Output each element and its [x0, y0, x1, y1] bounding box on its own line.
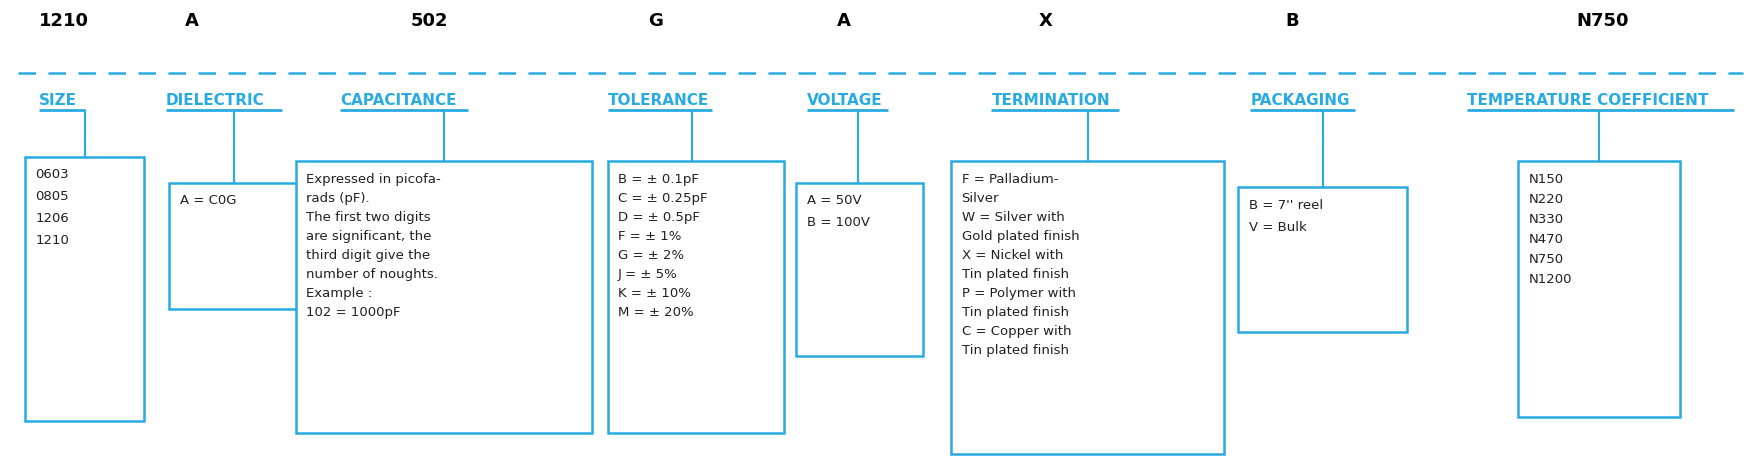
Text: G: G: [648, 12, 662, 30]
Text: Expressed in picofa-
rads (pF).
The first two digits
are significant, the
third : Expressed in picofa- rads (pF). The firs…: [306, 173, 442, 319]
FancyBboxPatch shape: [951, 161, 1224, 454]
Text: F = Palladium-
Silver
W = Silver with
Gold plated finish
X = Nickel with
Tin pla: F = Palladium- Silver W = Silver with Go…: [962, 173, 1079, 357]
FancyBboxPatch shape: [25, 157, 144, 421]
Text: VOLTAGE: VOLTAGE: [807, 93, 882, 108]
Text: A: A: [185, 12, 199, 30]
Text: SIZE: SIZE: [39, 93, 77, 108]
Text: TERMINATION: TERMINATION: [991, 93, 1109, 108]
FancyBboxPatch shape: [169, 183, 303, 309]
Text: CAPACITANCE: CAPACITANCE: [340, 93, 456, 108]
Text: N150
N220
N330
N470
N750
N1200: N150 N220 N330 N470 N750 N1200: [1529, 173, 1573, 286]
Text: 0603
0805
1206
1210: 0603 0805 1206 1210: [35, 168, 69, 248]
FancyBboxPatch shape: [796, 183, 923, 356]
FancyBboxPatch shape: [1238, 187, 1407, 332]
Text: A = C0G: A = C0G: [180, 194, 236, 207]
Text: A: A: [836, 12, 851, 30]
FancyBboxPatch shape: [1518, 161, 1680, 417]
Text: B = 7'' reel
V = Bulk: B = 7'' reel V = Bulk: [1249, 199, 1323, 234]
FancyBboxPatch shape: [296, 161, 592, 433]
Text: TEMPERATURE COEFFICIENT: TEMPERATURE COEFFICIENT: [1467, 93, 1708, 108]
FancyBboxPatch shape: [608, 161, 784, 433]
Text: TOLERANCE: TOLERANCE: [608, 93, 708, 108]
Text: PACKAGING: PACKAGING: [1250, 93, 1351, 108]
Text: B: B: [1286, 12, 1300, 30]
Text: 502: 502: [410, 12, 447, 30]
Text: A = 50V
B = 100V: A = 50V B = 100V: [807, 194, 870, 229]
Text: N750: N750: [1576, 12, 1629, 30]
Text: B = ± 0.1pF
C = ± 0.25pF
D = ± 0.5pF
F = ± 1%
G = ± 2%
J = ± 5%
K = ± 10%
M = ± : B = ± 0.1pF C = ± 0.25pF D = ± 0.5pF F =…: [618, 173, 708, 319]
Text: DIELECTRIC: DIELECTRIC: [166, 93, 264, 108]
Text: 1210: 1210: [39, 12, 88, 30]
Text: X: X: [1039, 12, 1053, 30]
